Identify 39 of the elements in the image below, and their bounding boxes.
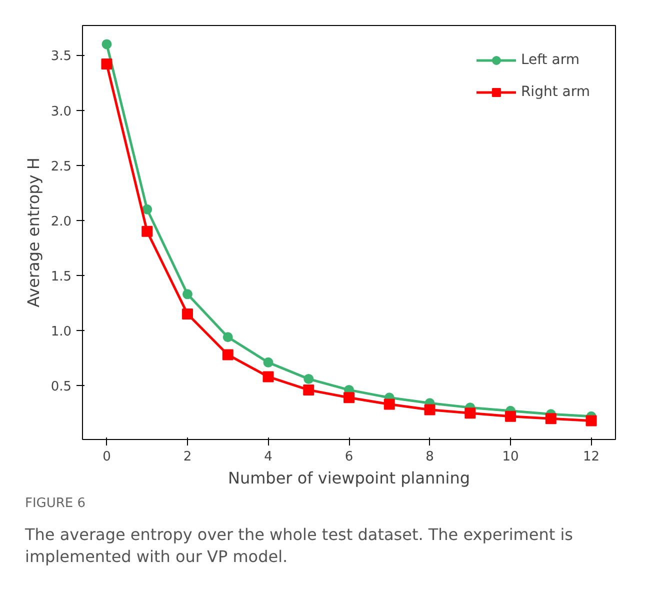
y-tick-label: 3.5	[50, 49, 72, 64]
legend-label: Left arm	[520, 52, 580, 68]
y-tick-label: 2.0	[50, 214, 72, 230]
point	[142, 226, 153, 237]
x-tick-label: 10	[502, 450, 519, 464]
point	[182, 308, 193, 320]
point	[222, 332, 233, 342]
legend-label: Right arm	[520, 84, 590, 100]
point	[182, 289, 192, 300]
x-tick-label: 6	[344, 450, 354, 464]
point	[344, 392, 354, 404]
point	[142, 204, 152, 214]
point	[263, 357, 274, 368]
y-axis-title: Average entropy H	[24, 158, 43, 308]
x-axis-title: Number of viewpoint planning	[228, 468, 470, 488]
text: The average entropy over the whole test dataset. The experiment is implemented with our VP model.	[25, 524, 574, 568]
y-tick-label: 1.0	[50, 324, 72, 340]
y-tick-label: 1.5	[50, 269, 72, 284]
point	[303, 384, 314, 396]
point	[304, 374, 314, 384]
y-tick-label: 3.0	[50, 104, 72, 120]
point	[464, 408, 476, 419]
caption: FIGURE 6	[25, 495, 86, 513]
x-tick-label: 8	[426, 450, 434, 464]
point	[102, 39, 112, 50]
y-tick-label: 0.5	[50, 380, 72, 395]
point	[505, 410, 516, 422]
x-tick-label: 4	[264, 450, 272, 464]
x-tick-label: 12	[583, 450, 600, 464]
point	[262, 371, 274, 382]
y-tick-label: 2.5	[50, 159, 72, 174]
point	[222, 349, 234, 360]
point	[586, 415, 597, 426]
point	[424, 404, 436, 416]
point	[545, 413, 556, 424]
point	[384, 398, 395, 410]
x-tick-label: 2	[183, 450, 192, 464]
point	[101, 58, 112, 70]
x-tick-label: 0	[102, 450, 111, 464]
